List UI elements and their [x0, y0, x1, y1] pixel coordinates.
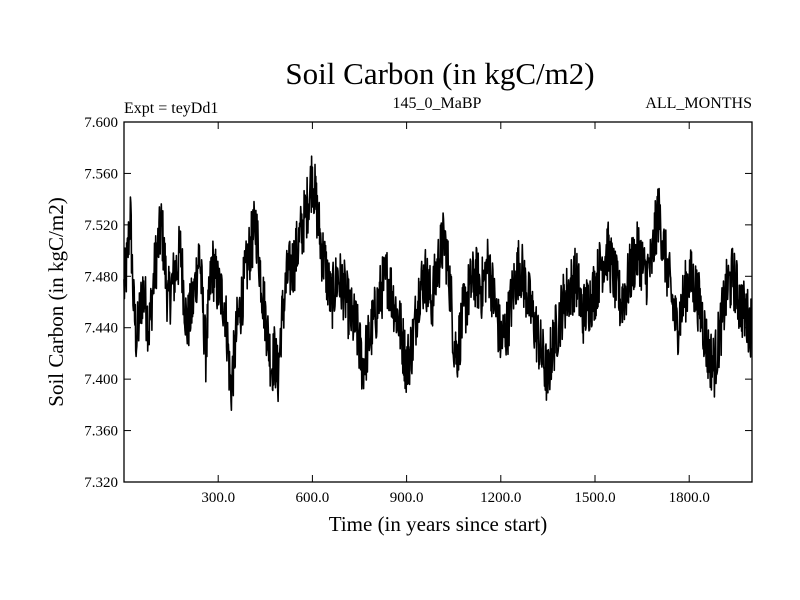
plot-area: 7.320 7.360 7.400 7.440 7.480 7.520 7.560 7.600… — [84, 115, 753, 506]
x-axis-label: Time (in years since start) — [329, 512, 548, 536]
x-tick-label: 1800.0 — [669, 490, 710, 506]
x-tick-label: 600.0 — [296, 490, 330, 506]
y-tick-label: 7.440 — [84, 321, 118, 337]
x-tick-label: 300.0 — [201, 490, 235, 506]
y-tick-label: 7.480 — [84, 269, 118, 285]
y-tick-label: 7.400 — [84, 372, 118, 388]
y-tick-label: 7.520 — [84, 218, 118, 234]
x-tick-label: 1500.0 — [574, 490, 615, 506]
plot-frame — [123, 121, 753, 483]
subtitle-left: Expt = teyDd1 — [124, 100, 218, 117]
subtitle-center: 145_0_MaBP — [393, 95, 482, 112]
y-axis-label: Soil Carbon (in kgC/m2) — [44, 197, 68, 406]
y-tick-label: 7.560 — [84, 166, 118, 182]
x-tick-label: 900.0 — [390, 490, 424, 506]
subtitle-right: ALL_MONTHS — [645, 95, 752, 112]
y-tick-label: 7.320 — [84, 475, 118, 491]
series-line-soil-carbon — [123, 155, 753, 412]
x-tick-label: 1200.0 — [480, 490, 521, 506]
y-tick-label: 7.600 — [84, 115, 118, 131]
chart-title: Soil Carbon (in kgC/m2) — [285, 56, 594, 91]
y-tick-label: 7.360 — [84, 424, 118, 440]
